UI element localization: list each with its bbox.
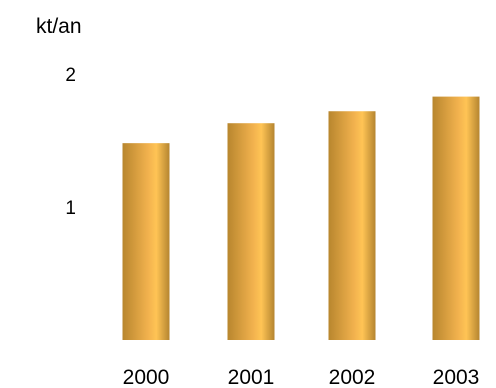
x-tick-label: 2003: [433, 366, 480, 388]
bar-2003: [432, 96, 480, 340]
bar-2002: [328, 111, 376, 341]
x-axis-labels: 2000 2001 2002 2003: [123, 366, 480, 388]
bar-2000: [122, 143, 170, 340]
bar-2001: [227, 123, 275, 341]
y-tick-label: 2: [65, 65, 76, 86]
bars: [122, 96, 480, 341]
y-tick-label: 1: [65, 198, 76, 219]
x-tick-label: 2002: [329, 366, 376, 388]
x-tick-label: 2000: [123, 366, 170, 388]
y-axis-ticks: 12: [65, 65, 76, 219]
y-axis-unit-label: kt/an: [36, 15, 82, 38]
x-tick-label: 2001: [228, 366, 275, 388]
